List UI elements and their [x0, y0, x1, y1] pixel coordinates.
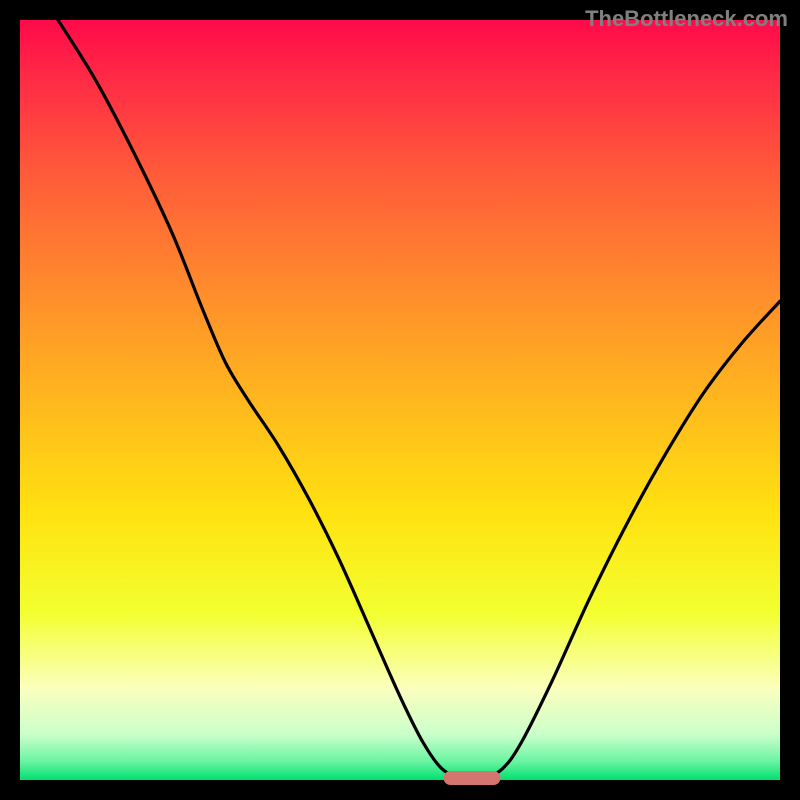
plot-area	[20, 20, 780, 780]
bottleneck-curve	[20, 20, 780, 780]
watermark-text: TheBottleneck.com	[585, 6, 788, 32]
optimal-point-marker	[444, 771, 501, 785]
